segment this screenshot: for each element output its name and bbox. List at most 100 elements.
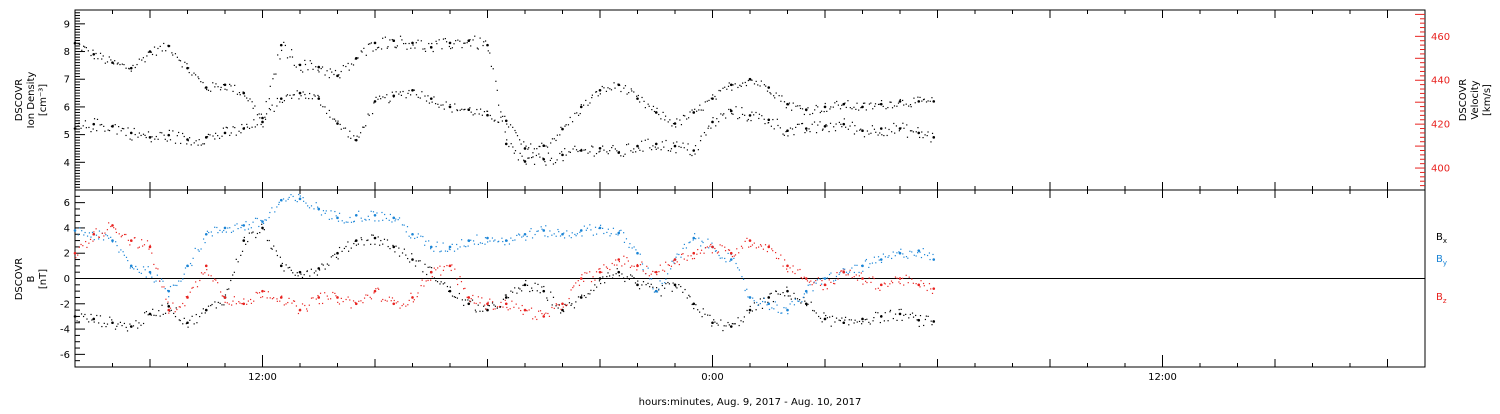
by-point <box>111 239 114 242</box>
density-sample <box>252 107 254 109</box>
by-sample <box>467 245 469 247</box>
velocity-sample <box>380 48 383 50</box>
density-point <box>654 111 658 114</box>
bz-sample <box>226 302 228 304</box>
density-sample <box>675 126 677 128</box>
velocity-sample <box>723 113 725 115</box>
density-sample <box>174 53 177 55</box>
by-sample <box>741 276 743 278</box>
velocity-sample <box>202 143 204 145</box>
velocity-sample <box>254 126 256 128</box>
bx-point <box>298 270 302 274</box>
velocity-sample <box>924 134 926 136</box>
density-sample <box>472 114 474 116</box>
velocity-sample <box>164 138 166 140</box>
bx-sample <box>749 305 751 308</box>
bz-sample <box>382 298 384 301</box>
bx-point <box>92 317 96 321</box>
bx-sample <box>856 321 858 323</box>
velocity-point <box>636 144 639 148</box>
density-sample <box>108 56 110 58</box>
bz-sample <box>873 277 875 280</box>
by-sample <box>388 219 390 221</box>
bz-point <box>73 251 77 255</box>
y-left-tick-label: 9 <box>64 19 70 30</box>
bx-sample <box>510 290 512 292</box>
density-point <box>692 111 696 114</box>
bx-sample <box>637 280 639 282</box>
velocity-sample <box>265 100 267 103</box>
bx-sample <box>440 281 442 283</box>
density-sample <box>335 120 337 122</box>
velocity-sample <box>110 125 113 128</box>
density-sample <box>181 66 183 68</box>
by-sample <box>708 247 710 249</box>
velocity-sample <box>75 127 77 129</box>
bx-sample <box>861 323 863 325</box>
density-sample <box>847 100 849 102</box>
density-sample <box>251 101 253 103</box>
velocity-sample <box>549 159 551 162</box>
velocity-sample <box>77 125 79 127</box>
by-sample <box>184 267 187 269</box>
density-sample <box>741 82 744 84</box>
y-tick-label: -2 <box>60 299 70 310</box>
velocity-sample <box>217 135 219 137</box>
density-sample <box>486 110 489 112</box>
velocity-sample <box>886 134 888 137</box>
bz-sample <box>787 271 789 273</box>
by-sample <box>214 226 216 228</box>
velocity-sample <box>125 134 127 137</box>
bx-sample <box>398 247 400 249</box>
by-sample <box>487 241 489 243</box>
bz-sample <box>755 247 757 249</box>
bx-sample <box>884 312 886 314</box>
bz-sample <box>728 249 731 251</box>
by-sample <box>682 247 684 250</box>
velocity-sample <box>363 47 365 49</box>
bz-sample <box>287 301 289 304</box>
bz-sample <box>421 279 423 281</box>
bx-point <box>786 289 789 293</box>
by-sample <box>579 231 581 233</box>
by-sample <box>296 201 298 203</box>
bz-sample <box>88 242 90 244</box>
bz-sample <box>502 306 504 308</box>
by-sample <box>211 235 213 237</box>
bz-sample <box>485 308 487 310</box>
density-point <box>129 66 133 70</box>
by-sample <box>919 251 921 253</box>
bx-sample <box>711 325 713 327</box>
bx-sample <box>628 278 630 280</box>
bx-sample <box>665 283 667 285</box>
bz-sample <box>734 254 737 256</box>
density-sample <box>454 103 456 105</box>
by-sample <box>789 303 791 305</box>
bx-sample <box>786 286 788 288</box>
by-sample <box>292 195 294 198</box>
by-sample <box>151 276 153 278</box>
by-sample <box>125 256 128 258</box>
by-sample <box>898 251 900 253</box>
velocity-sample <box>386 47 388 49</box>
by-sample <box>776 304 778 306</box>
bx-sample <box>211 303 213 306</box>
velocity-sample <box>463 42 465 44</box>
bx-sample <box>728 324 730 326</box>
bx-sample <box>447 290 450 292</box>
by-sample <box>494 239 496 241</box>
velocity-sample <box>691 154 693 157</box>
density-sample <box>443 108 445 110</box>
bz-sample <box>926 289 928 292</box>
velocity-sample <box>801 122 803 125</box>
bz-sample <box>674 262 676 265</box>
by-sample <box>761 300 764 303</box>
bz-sample <box>492 308 494 310</box>
bx-sample <box>714 321 716 323</box>
bz-sample <box>416 296 418 298</box>
density-sample <box>400 94 403 96</box>
bx-sample <box>241 250 244 252</box>
bz-sample <box>881 284 883 286</box>
bx-sample <box>483 305 485 307</box>
